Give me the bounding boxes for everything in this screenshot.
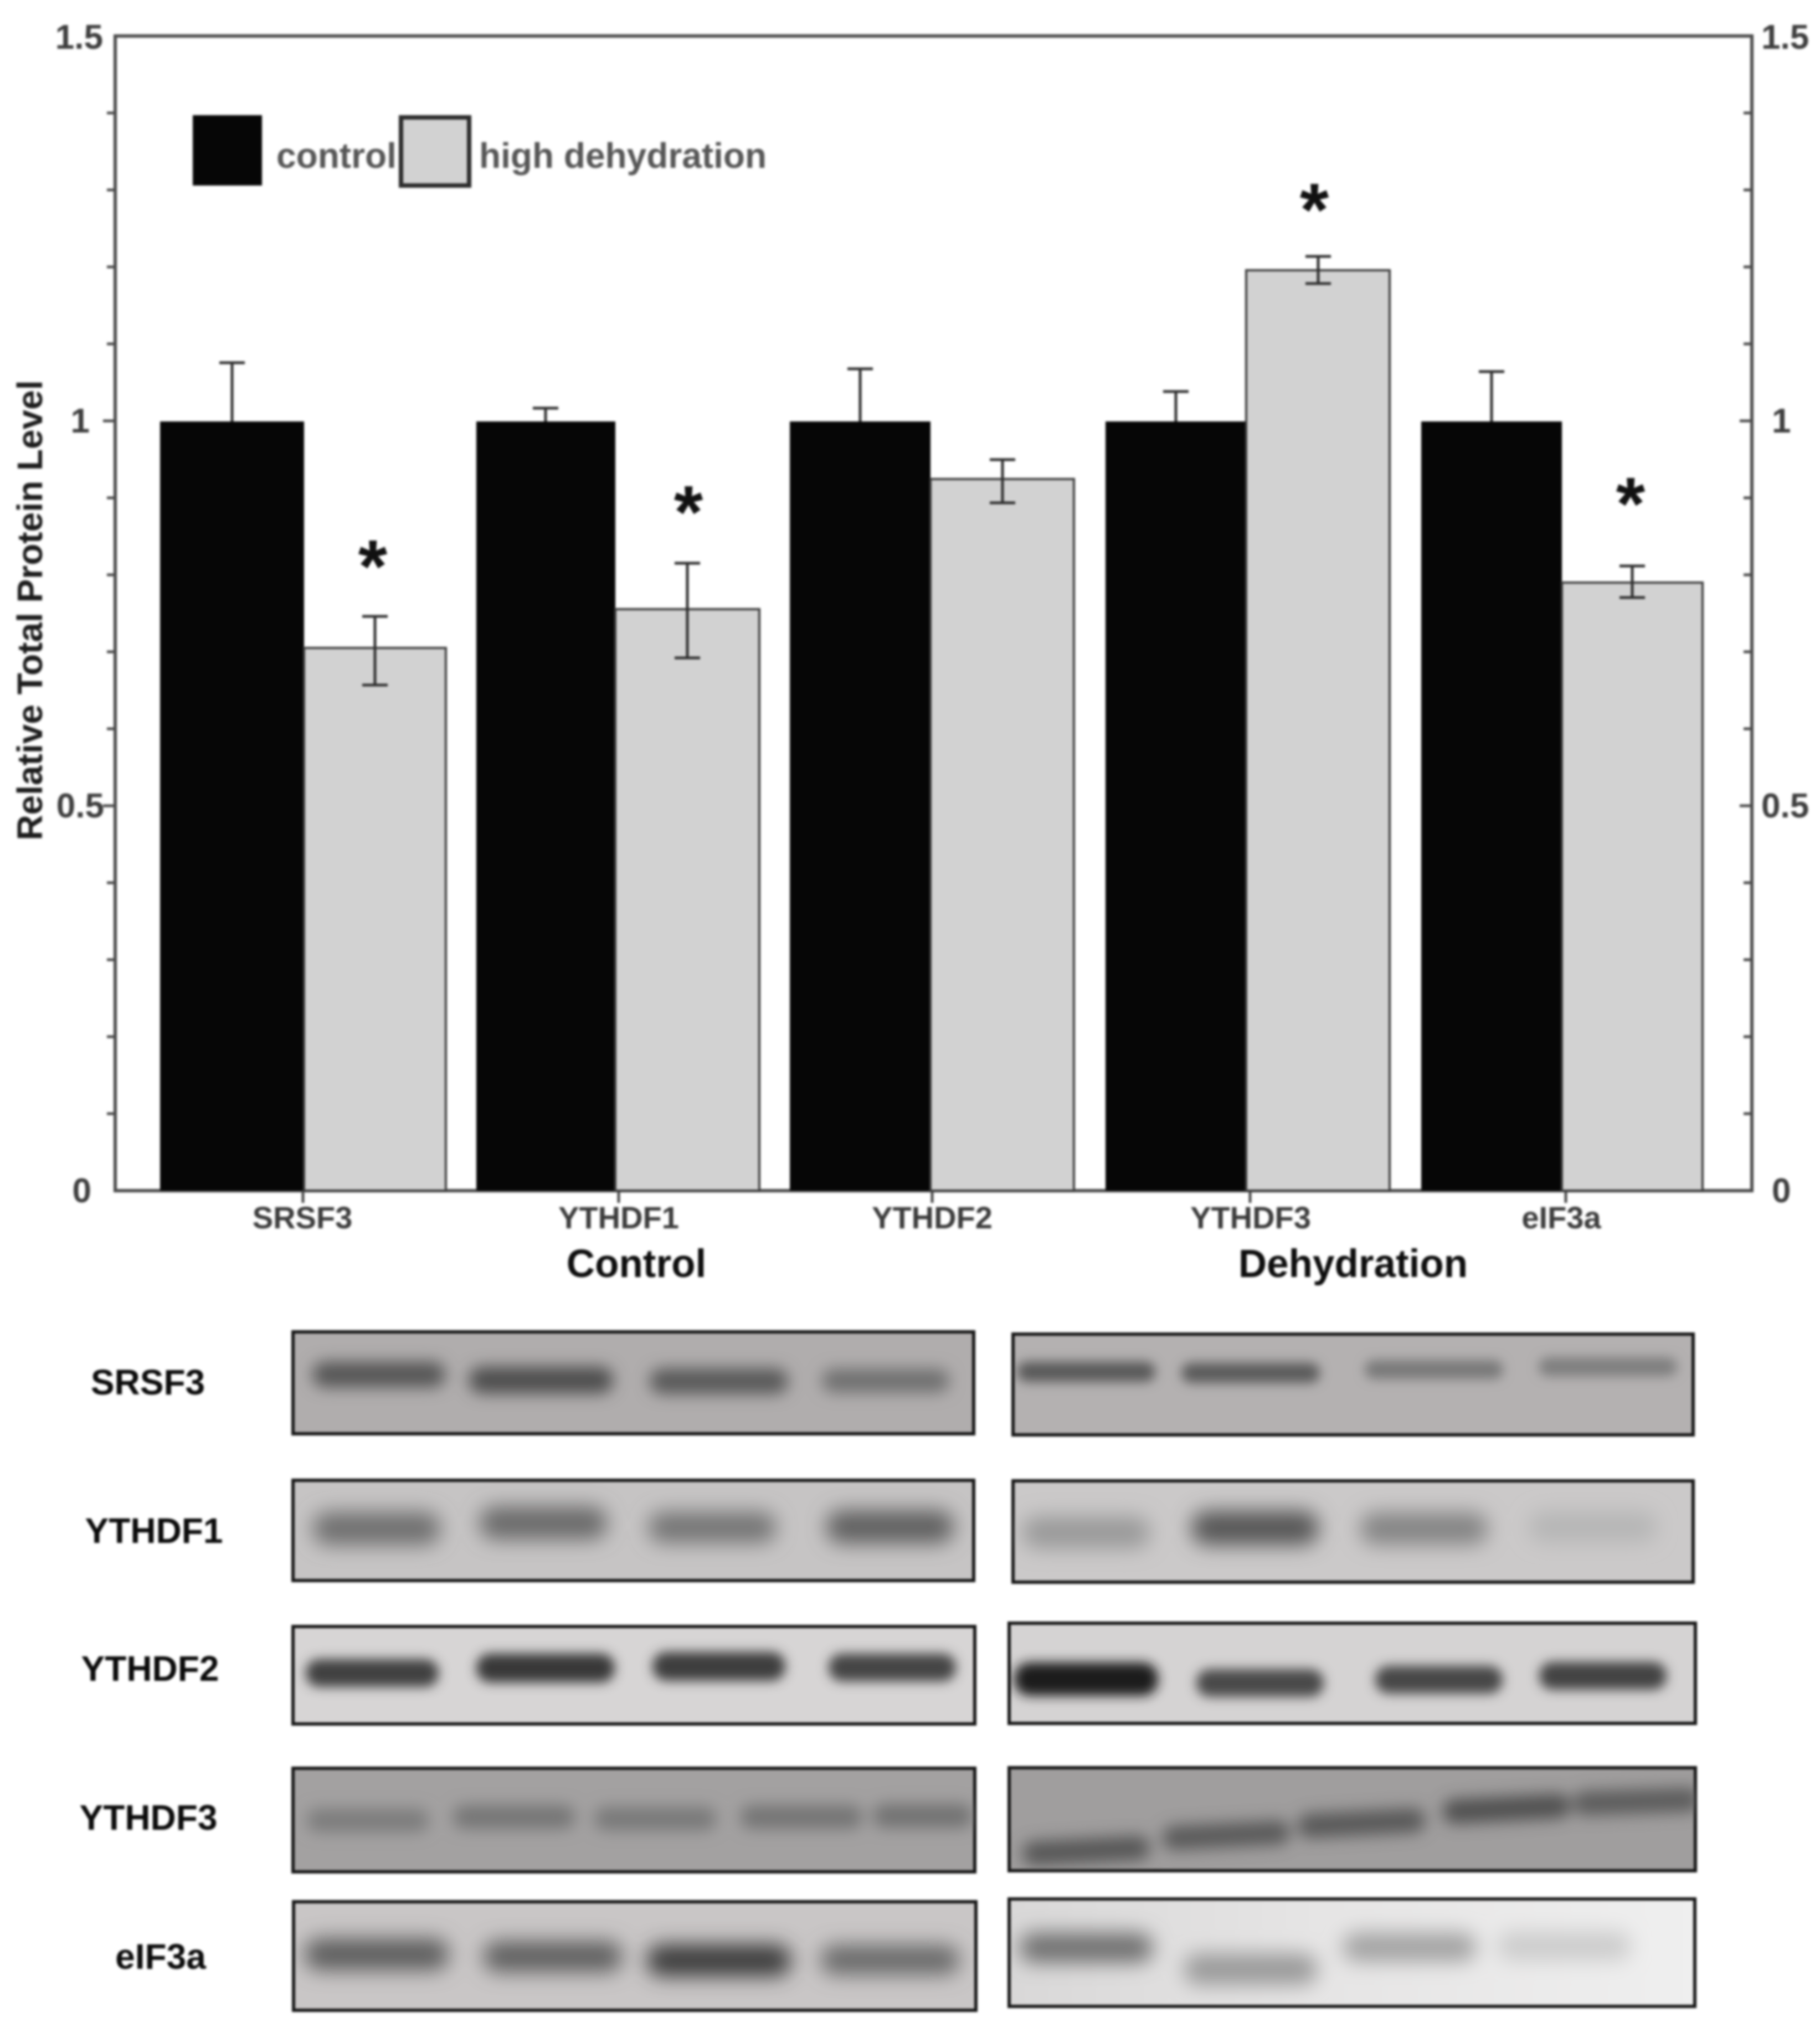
svg-text:SRSF3: SRSF3	[91, 1362, 205, 1402]
svg-text:YTHDF3: YTHDF3	[1190, 1200, 1311, 1235]
svg-text:0: 0	[73, 1172, 91, 1210]
svg-text:1.5: 1.5	[1761, 18, 1809, 56]
svg-text:high dehydration: high dehydration	[479, 136, 767, 176]
svg-text:0.5: 0.5	[1761, 787, 1809, 825]
svg-text:1: 1	[1772, 402, 1791, 440]
svg-text:Control: Control	[567, 1242, 706, 1286]
svg-text:*: *	[1616, 462, 1646, 545]
svg-text:Dehydration: Dehydration	[1238, 1242, 1468, 1286]
svg-text:control: control	[276, 136, 397, 176]
svg-text:eIF3a: eIF3a	[1521, 1200, 1601, 1235]
svg-text:*: *	[358, 524, 388, 608]
svg-text:SRSF3: SRSF3	[253, 1200, 353, 1235]
svg-text:Relative Total Protein Level: Relative Total Protein Level	[10, 380, 50, 840]
svg-text:YTHDF2: YTHDF2	[81, 1649, 219, 1689]
svg-text:YTHDF1: YTHDF1	[558, 1200, 679, 1235]
svg-text:YTHDF2: YTHDF2	[872, 1200, 993, 1235]
svg-text:eIF3a: eIF3a	[115, 1937, 206, 1976]
svg-text:0.5: 0.5	[56, 787, 104, 825]
svg-text:*: *	[674, 470, 703, 554]
svg-text:*: *	[1300, 168, 1329, 251]
svg-text:0: 0	[1772, 1172, 1791, 1210]
svg-text:1.5: 1.5	[55, 18, 103, 56]
svg-text:YTHDF1: YTHDF1	[85, 1511, 223, 1551]
svg-text:1: 1	[71, 402, 90, 440]
svg-text:YTHDF3: YTHDF3	[80, 1798, 218, 1837]
